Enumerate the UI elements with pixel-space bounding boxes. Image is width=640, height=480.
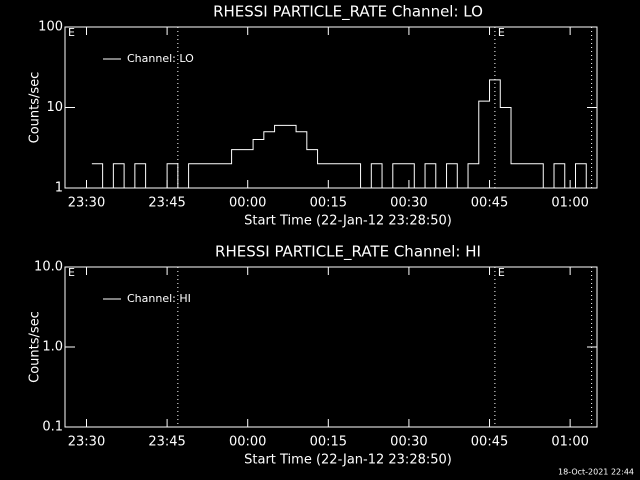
y-axis-label: Counts/sec (28, 72, 43, 144)
x-tick-label: 00:00 (229, 196, 266, 211)
y-tick-label: 1.0 (42, 340, 63, 355)
x-tick-label: 00:30 (390, 196, 427, 211)
x-tick-label: 00:15 (310, 196, 347, 211)
annotation: E (68, 266, 75, 279)
legend-label: Channel: LO (127, 52, 194, 65)
x-tick-label: 00:45 (471, 435, 508, 450)
x-tick-label: 23:30 (68, 435, 105, 450)
y-axis-label: Counts/sec (28, 311, 43, 383)
plot-frame (64, 266, 598, 428)
x-tick-label: 00:30 (390, 435, 427, 450)
annotation: E (498, 26, 505, 39)
x-tick-label: 23:30 (68, 196, 105, 211)
x-tick-label: 23:45 (148, 435, 185, 450)
x-tick-label: 00:45 (471, 196, 508, 211)
chart-title: RHESSI PARTICLE_RATE Channel: LO (213, 3, 483, 22)
x-tick-label: 01:00 (551, 196, 588, 211)
annotation: E (68, 26, 75, 39)
data-line (91, 79, 587, 189)
x-tick-label: 00:15 (310, 435, 347, 450)
legend-label: Channel: HI (127, 292, 191, 305)
y-tick-label: 10.0 (34, 260, 63, 275)
x-axis-label: Start Time (22-Jan-12 23:28:50) (244, 214, 452, 229)
chart-title: RHESSI PARTICLE_RATE Channel: HI (215, 243, 481, 262)
y-tick-label: 10 (46, 100, 63, 115)
annotation: E (498, 266, 505, 279)
y-tick-label: 0.1 (42, 420, 63, 435)
x-axis-label: Start Time (22-Jan-12 23:28:50) (244, 453, 452, 468)
x-tick-label: 01:00 (551, 435, 588, 450)
y-tick-label: 100 (38, 20, 63, 35)
x-tick-label: 00:00 (229, 435, 266, 450)
footer: 18-Oct-2021 22:44 (558, 468, 634, 477)
x-tick-label: 23:45 (148, 196, 185, 211)
y-tick-label: 1 (55, 181, 63, 196)
